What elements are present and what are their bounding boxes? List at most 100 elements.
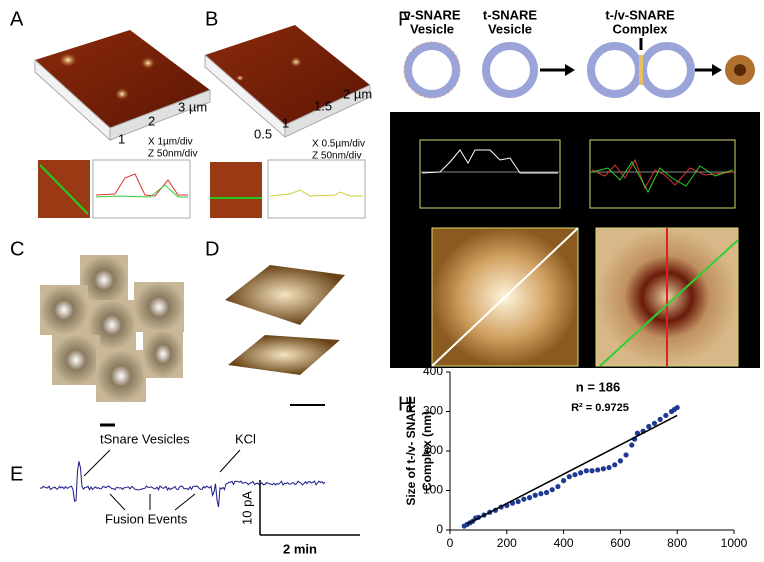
label: 0.5	[254, 126, 272, 141]
point	[515, 498, 521, 505]
point	[549, 487, 555, 493]
point	[646, 423, 652, 430]
profile	[421, 149, 558, 174]
arrow	[219, 449, 241, 473]
point	[521, 496, 527, 502]
point	[663, 412, 669, 419]
afm-side	[109, 89, 211, 141]
label: Z 50nm/div	[148, 149, 197, 160]
label: Vesicle	[488, 21, 532, 36]
label: v-SNARE	[403, 7, 460, 22]
point	[589, 468, 595, 474]
label: -2.00	[407, 201, 418, 224]
label: 1.5	[314, 98, 332, 113]
vesicle	[587, 42, 643, 98]
y-tick-label: 0	[436, 522, 443, 536]
annotation: n = 186	[576, 379, 620, 394]
section-plot	[267, 159, 366, 219]
section-line	[39, 164, 89, 215]
vesicle	[141, 57, 155, 69]
point	[526, 495, 533, 501]
arrow	[109, 493, 126, 511]
vesicle	[639, 42, 695, 98]
label: Horiz distance 537.01 nm	[612, 195, 725, 206]
label: Z 50nm/div	[312, 151, 361, 162]
afm-surface	[228, 335, 340, 375]
vesicle	[115, 88, 129, 100]
profile	[591, 158, 734, 190]
point	[612, 462, 618, 468]
label: H	[398, 393, 412, 415]
afm-surface	[225, 265, 345, 325]
panel-g	[390, 112, 760, 368]
y-axis-label: Complex (nm)	[420, 411, 434, 491]
panel-b	[204, 25, 371, 219]
profile	[269, 189, 363, 197]
point	[629, 442, 635, 448]
point	[555, 483, 561, 490]
label: 1.50 µm	[717, 211, 753, 222]
label: 10 pA	[239, 491, 254, 525]
label: t-/v-SNARE	[605, 7, 675, 22]
label: X 1µm/div	[148, 137, 193, 148]
annotation: R² = 0.9725	[571, 402, 629, 414]
profile-plot	[419, 139, 561, 209]
panel-f	[403, 38, 755, 99]
panel-h: 0 200 400 600 800 1000 0 100 200 300 400 Size of t-…	[404, 364, 747, 550]
y-axis-label: Size of t-/v- SNARE	[404, 396, 418, 505]
vesicle	[290, 57, 302, 67]
profile	[95, 173, 188, 197]
label: nm	[404, 130, 418, 141]
profile-plot	[589, 139, 736, 209]
label: G	[398, 113, 414, 135]
point	[538, 491, 544, 497]
y-tick-label: 200	[423, 443, 443, 457]
vesicle	[404, 42, 460, 98]
label: 1.00	[504, 211, 524, 222]
panel-a	[34, 30, 211, 219]
point	[623, 452, 629, 458]
point	[595, 467, 601, 473]
label: Horiz distance 539.10 nm	[440, 195, 553, 206]
afm-tile	[52, 335, 100, 385]
label: F	[398, 8, 410, 30]
panel-e	[39, 449, 360, 536]
point	[617, 458, 624, 464]
label: 0	[580, 167, 586, 178]
label: nm	[574, 130, 588, 141]
point	[583, 468, 589, 474]
label: E	[10, 463, 23, 485]
vesicle	[59, 53, 77, 67]
label: 0.50	[629, 211, 649, 222]
point	[674, 404, 680, 411]
arrow-head	[565, 64, 575, 76]
section-line	[431, 227, 579, 367]
point	[600, 466, 606, 472]
label: -2.00	[577, 201, 588, 224]
label: C	[10, 238, 24, 260]
x-tick-label: 800	[667, 536, 687, 550]
current-trace	[39, 461, 326, 508]
label: 3 µm	[178, 99, 207, 114]
afm-tile	[143, 330, 183, 378]
vesicle	[236, 75, 244, 81]
point	[566, 474, 572, 480]
point	[657, 416, 663, 422]
x-tick-label: 400	[554, 536, 574, 550]
label: tSnare Vesicles	[100, 431, 190, 446]
label: X 0.5µm/div	[312, 139, 365, 150]
afm-surface	[35, 30, 210, 128]
panel-d	[225, 265, 345, 406]
label: 0	[410, 167, 416, 178]
profile	[591, 161, 734, 194]
panel-c	[40, 255, 184, 427]
afm-surface	[205, 25, 370, 125]
point	[532, 492, 538, 498]
y-tick-label: 400	[423, 364, 443, 378]
vesicle	[403, 41, 461, 99]
label: 1.50 µm	[542, 211, 578, 222]
label: KCl	[235, 431, 256, 446]
label: t-SNARE	[483, 7, 537, 22]
label: A	[10, 8, 24, 30]
y-tick-label: 100	[423, 483, 443, 497]
